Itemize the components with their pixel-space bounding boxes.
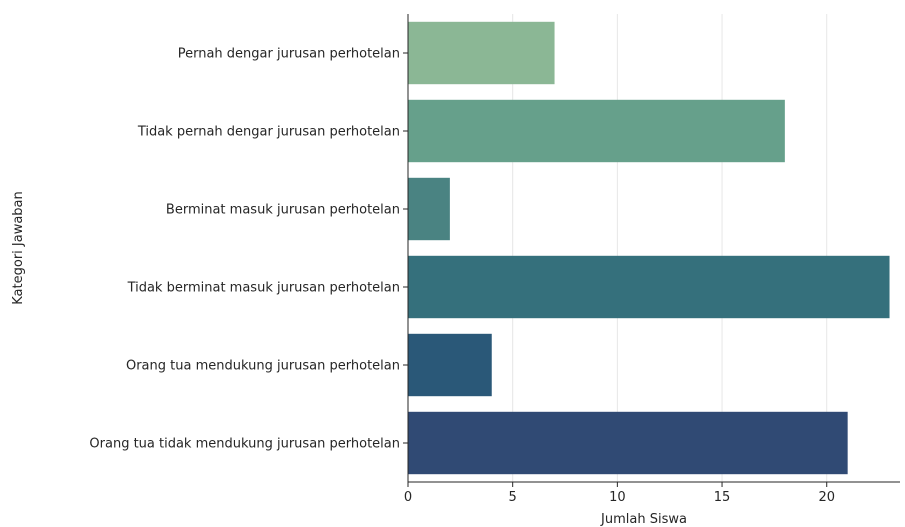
category-label: Orang tua tidak mendukung jurusan perhot… <box>89 437 400 452</box>
category-label: Berminat masuk jurusan perhotelan <box>166 203 400 218</box>
x-axis-title: Jumlah Siswa <box>600 512 687 527</box>
x-tick-label: 20 <box>818 490 835 505</box>
category-labels: Pernah dengar jurusan perhotelan Tidak pe… <box>89 47 408 452</box>
bar <box>408 255 890 319</box>
x-tick-label: 10 <box>609 490 626 505</box>
bar <box>408 21 555 85</box>
x-tick-labels: 0 5 10 15 20 <box>404 482 835 505</box>
category-label: Tidak pernah dengar jurusan perhotelan <box>137 125 400 140</box>
bars <box>408 21 890 475</box>
bar <box>408 411 848 475</box>
category-label: Pernah dengar jurusan perhotelan <box>178 47 400 62</box>
y-axis-title: Kategori Jawaban <box>11 191 26 305</box>
category-label: Orang tua mendukung jurusan perhotelan <box>126 359 400 374</box>
bar <box>408 99 785 163</box>
x-tick-label: 15 <box>714 490 731 505</box>
bar <box>408 177 450 241</box>
axes <box>407 14 900 483</box>
bar <box>408 333 492 397</box>
x-tick-label: 5 <box>509 490 517 505</box>
x-tick-label: 0 <box>404 490 412 505</box>
category-label: Tidak berminat masuk jurusan perhotelan <box>127 281 400 296</box>
